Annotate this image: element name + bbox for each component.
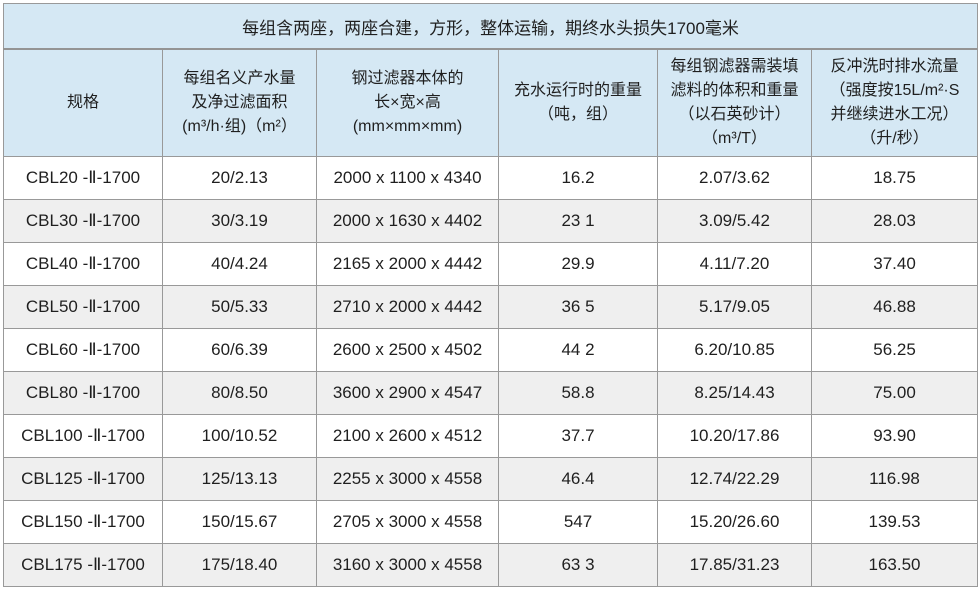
table-cell: 125/13.13 <box>162 457 317 501</box>
table-cell: 58.8 <box>498 371 658 415</box>
table-cell: 100/10.52 <box>162 414 317 458</box>
table-cell: 15.20/26.60 <box>657 500 812 544</box>
table-cell: 93.90 <box>810 414 979 458</box>
table-cell: 56.25 <box>810 328 979 372</box>
table-row: CBL175 -Ⅱ-1700 175/18.40 3160 x 3000 x 455… <box>3 543 979 587</box>
column-header-spec: 规格 <box>3 48 163 157</box>
table-cell: 28.03 <box>810 199 979 243</box>
table-cell: CBL80 -Ⅱ-1700 <box>3 371 163 415</box>
column-header-running-weight: 充水运行时的重量 （吨，组） <box>498 48 658 157</box>
table-cell: 2100 x 2600 x 4512 <box>316 414 499 458</box>
table-row: CBL125 -Ⅱ-1700 125/13.13 2255 x 3000 x 455… <box>3 457 979 501</box>
table-row: CBL30 -Ⅱ-1700 30/3.19 2000 x 1630 x 4402 23… <box>3 199 979 243</box>
table-row: CBL100 -Ⅱ-1700 100/10.52 2100 x 2600 x 451… <box>3 414 979 458</box>
table-head: 每组含两座，两座合建，方形，整体运输，期终水头损失1700毫米 规格 每组名义产… <box>2 3 979 157</box>
table-cell: CBL125 -Ⅱ-1700 <box>3 457 163 501</box>
table-cell: 18.75 <box>810 156 979 200</box>
table-cell: 50/5.33 <box>162 285 317 329</box>
table-cell: 12.74/22.29 <box>657 457 812 501</box>
table-cell: CBL60 -Ⅱ-1700 <box>3 328 163 372</box>
table-cell: 36 5 <box>498 285 658 329</box>
table-cell: 37.40 <box>810 242 979 286</box>
table-row: CBL50 -Ⅱ-1700 50/5.33 2710 x 2000 x 4442 36… <box>3 285 979 329</box>
table-cell: 16.2 <box>498 156 658 200</box>
table-row: CBL150 -Ⅱ-1700 150/15.67 2705 x 3000 x 455… <box>3 500 979 544</box>
table-cell: 3160 x 3000 x 4558 <box>316 543 499 587</box>
table-cell: CBL40 -Ⅱ-1700 <box>3 242 163 286</box>
table-cell: 29.9 <box>498 242 658 286</box>
table-cell: 547 <box>498 500 658 544</box>
table-cell: 75.00 <box>810 371 979 415</box>
table-cell: CBL50 -Ⅱ-1700 <box>3 285 163 329</box>
table-cell: 4.11/7.20 <box>657 242 812 286</box>
table-cell: 2255 x 3000 x 4558 <box>316 457 499 501</box>
table-cell: 2000 x 1630 x 4402 <box>316 199 499 243</box>
table-cell: 2600 x 2500 x 4502 <box>316 328 499 372</box>
column-header-media-volume: 每组钢滤器需装填 滤料的体积和重量 （以石英砂计） （m³/T） <box>657 48 812 157</box>
table-cell: CBL30 -Ⅱ-1700 <box>3 199 163 243</box>
table-cell: CBL150 -Ⅱ-1700 <box>3 500 163 544</box>
table-cell: 30/3.19 <box>162 199 317 243</box>
table-row: CBL80 -Ⅱ-1700 80/8.50 3600 x 2900 x 4547 58… <box>3 371 979 415</box>
table-cell: 6.20/10.85 <box>657 328 812 372</box>
column-header-output-area: 每组名义产水量 及净过滤面积 (m³/h·组)（m²） <box>162 48 317 157</box>
table-cell: 60/6.39 <box>162 328 317 372</box>
table-cell: 5.17/9.05 <box>657 285 812 329</box>
table-cell: 116.98 <box>810 457 979 501</box>
table-row: CBL40 -Ⅱ-1700 40/4.24 2165 x 2000 x 4442 29… <box>3 242 979 286</box>
table-cell: 163.50 <box>810 543 979 587</box>
table-cell: 20/2.13 <box>162 156 317 200</box>
table-cell: 46.4 <box>498 457 658 501</box>
spec-table: 每组含两座，两座合建，方形，整体运输，期终水头损失1700毫米 规格 每组名义产… <box>2 3 979 587</box>
column-header-dimensions: 钢过滤器本体的 长×宽×高 (mm×mm×mm) <box>316 48 499 157</box>
table-cell: CBL100 -Ⅱ-1700 <box>3 414 163 458</box>
table-cell: 3.09/5.42 <box>657 199 812 243</box>
table-cell: 37.7 <box>498 414 658 458</box>
table-cell: 10.20/17.86 <box>657 414 812 458</box>
table-cell: 2705 x 3000 x 4558 <box>316 500 499 544</box>
table-cell: 2165 x 2000 x 4442 <box>316 242 499 286</box>
table-row: CBL20 -Ⅱ-1700 20/2.13 2000 x 1100 x 4340 16… <box>3 156 979 200</box>
table-cell: 2000 x 1100 x 4340 <box>316 156 499 200</box>
table-cell: CBL175 -Ⅱ-1700 <box>3 543 163 587</box>
table-cell: 3600 x 2900 x 4547 <box>316 371 499 415</box>
table-cell: 2710 x 2000 x 4442 <box>316 285 499 329</box>
table-cell: 80/8.50 <box>162 371 317 415</box>
table-cell: CBL20 -Ⅱ-1700 <box>3 156 163 200</box>
table-title-row: 每组含两座，两座合建，方形，整体运输，期终水头损失1700毫米 <box>2 3 979 50</box>
table-title: 每组含两座，两座合建，方形，整体运输，期终水头损失1700毫米 <box>2 3 979 50</box>
table-cell: 63 3 <box>498 543 658 587</box>
table-body: CBL20 -Ⅱ-1700 20/2.13 2000 x 1100 x 4340 16… <box>3 156 979 587</box>
table-cell: 2.07/3.62 <box>657 156 812 200</box>
table-cell: 8.25/14.43 <box>657 371 812 415</box>
table-cell: 40/4.24 <box>162 242 317 286</box>
table-cell: 17.85/31.23 <box>657 543 812 587</box>
table-cell: 23 1 <box>498 199 658 243</box>
table-cell: 139.53 <box>810 500 979 544</box>
table-cell: 46.88 <box>810 285 979 329</box>
table-header-row: 规格 每组名义产水量 及净过滤面积 (m³/h·组)（m²） 钢过滤器本体的 长… <box>3 48 979 157</box>
table-cell: 150/15.67 <box>162 500 317 544</box>
table-cell: 44 2 <box>498 328 658 372</box>
table-cell: 175/18.40 <box>162 543 317 587</box>
column-header-backwash-flow: 反冲洗时排水流量 （强度按15L/m²·S 并继续进水工况） （升/秒） <box>810 48 979 157</box>
table-row: CBL60 -Ⅱ-1700 60/6.39 2600 x 2500 x 4502 44… <box>3 328 979 372</box>
